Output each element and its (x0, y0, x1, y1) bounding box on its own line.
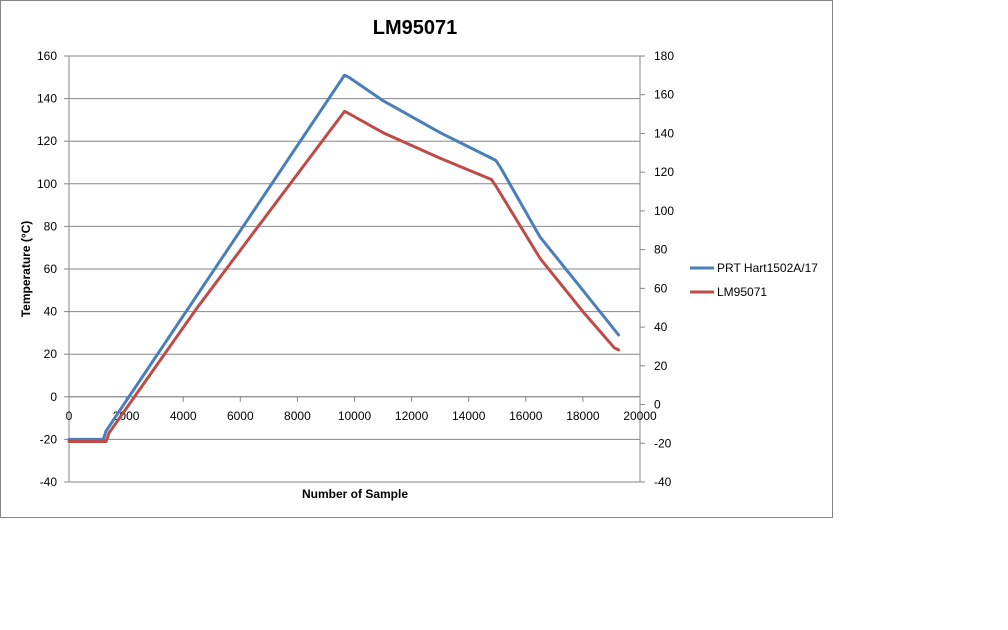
x-tick-label: 18000 (566, 409, 600, 423)
x-tick-label: 20000 (623, 409, 657, 423)
y-tick-label: 100 (37, 177, 57, 191)
y2-tick-label: 20 (654, 359, 668, 373)
y-tick-label: 60 (44, 262, 58, 276)
x-tick-label: 14000 (452, 409, 486, 423)
y-tick-label: -20 (40, 432, 58, 446)
x-tick-label: 0 (66, 409, 73, 423)
series-line-1 (67, 73, 621, 441)
legend-label-2: LM95071 (717, 285, 767, 299)
y-tick-label: 120 (37, 134, 57, 148)
y2-tick-label: 120 (654, 165, 674, 179)
y-tick-label: 0 (50, 390, 57, 404)
x-tick-label: 6000 (227, 409, 254, 423)
y-tick-label: 40 (44, 305, 58, 319)
y-tick-label: 160 (37, 49, 57, 63)
y-tick-label: 140 (37, 92, 57, 106)
y2-tick-label: 60 (654, 281, 668, 295)
y2-tick-label: 100 (654, 204, 674, 218)
x-axis-title: Number of Sample (302, 487, 408, 501)
y2-tick-label: 180 (654, 49, 674, 63)
legend-label-1: PRT Hart1502A/17 (717, 261, 818, 275)
y2-tick-label: -20 (654, 436, 672, 450)
y2-tick-label: 40 (654, 320, 668, 334)
chart-title: LM95071 (373, 17, 458, 39)
y2-tick-label: 140 (654, 126, 674, 140)
y2-tick-label: -40 (654, 475, 672, 489)
x-tick-label: 16000 (509, 409, 543, 423)
series-line-2 (67, 109, 621, 443)
y2-tick-label: 0 (654, 398, 661, 412)
y-tick-label: -40 (40, 475, 58, 489)
x-tick-label: 12000 (395, 409, 429, 423)
y-tick-label: 20 (44, 347, 58, 361)
y-tick-label: 80 (44, 219, 58, 233)
x-tick-label: 8000 (284, 409, 311, 423)
chart-frame (0, 0, 833, 518)
y2-axis-tick-labels: -40 -20 0 20 40 60 80 100 120 140 160 180 (640, 49, 674, 489)
x-tick-label: 4000 (170, 409, 197, 423)
series-lines (67, 73, 621, 443)
legend: PRT Hart1502A/17 LM95071 (690, 261, 818, 299)
x-axis-tick-labels: 0 2000 4000 6000 8000 10000 12000 14000 16000 180… (66, 396, 657, 423)
x-tick-label: 10000 (338, 409, 372, 423)
y-axis-title: Temperature (°C) (19, 221, 33, 318)
gridlines (69, 55, 640, 483)
y2-tick-label: 160 (654, 88, 674, 102)
y2-tick-label: 80 (654, 243, 668, 257)
y-axis-tick-labels: -40 -20 0 20 40 60 80 100 120 140 160 (37, 49, 69, 489)
